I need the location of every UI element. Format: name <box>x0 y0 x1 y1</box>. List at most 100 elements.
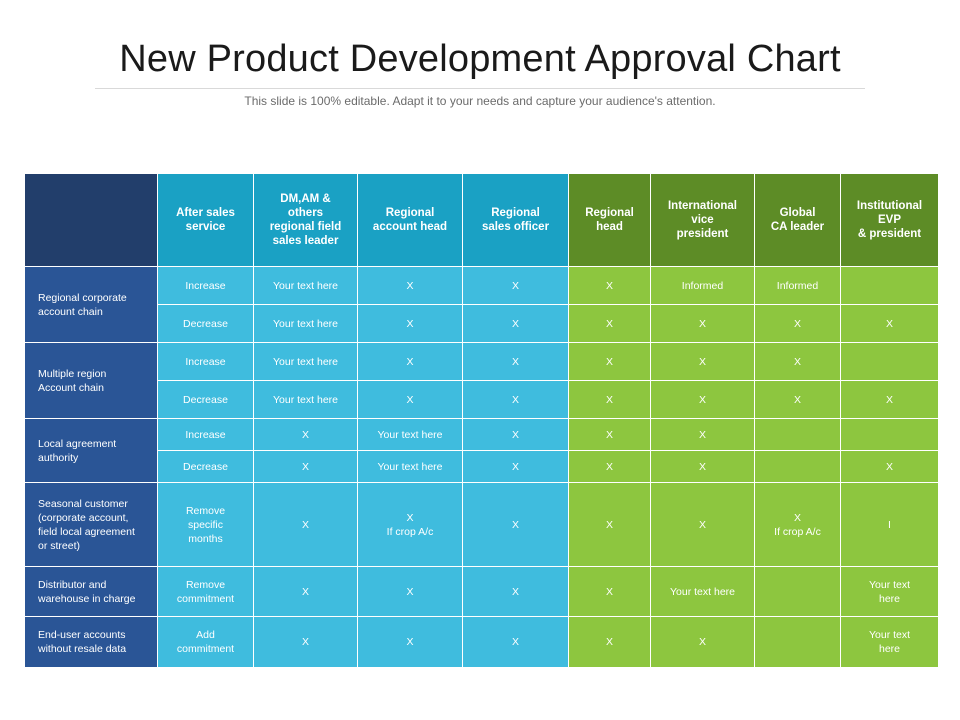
table-cell: Your text here <box>840 616 939 668</box>
header-row: After sales service DM,AM & others regional… <box>24 173 939 267</box>
table-cell: X <box>650 380 755 419</box>
table-cell: X <box>357 266 463 305</box>
table-cell: X <box>650 482 755 567</box>
table-row: Multiple region Account chain Increase Yo… <box>24 342 939 419</box>
header-cell: DM,AM & others regional field sales leader <box>253 173 358 267</box>
table-cell: Your text here <box>357 450 463 483</box>
table-cell: X <box>357 566 463 617</box>
table-cell: Increase <box>157 342 254 381</box>
table-cell: X <box>650 418 755 451</box>
table-cell: X <box>754 342 841 381</box>
table-row: Distributor and warehouse in charge Remov… <box>24 566 939 617</box>
row-group-label: Local agreement authority <box>24 418 158 483</box>
table-cell: Your text here <box>253 380 358 419</box>
table-cell: Your text here <box>253 342 358 381</box>
table-cell: X <box>253 482 358 567</box>
approval-table: After sales service DM,AM & others regional… <box>24 173 939 668</box>
table-cell: X <box>840 380 939 419</box>
table-cell: Decrease <box>157 380 254 419</box>
table-cell: X <box>568 342 651 381</box>
table-cell: X <box>840 450 939 483</box>
header-cell: After sales service <box>157 173 254 267</box>
table-cell: X <box>462 418 569 451</box>
table-cell: X <box>568 450 651 483</box>
table-cell: Your text here <box>253 266 358 305</box>
table-cell: Informed <box>650 266 755 305</box>
table-cell: X <box>650 342 755 381</box>
table-cell: X <box>462 266 569 305</box>
table-cell <box>754 616 841 668</box>
table-cell: X <box>462 450 569 483</box>
title-divider <box>95 88 865 89</box>
header-corner <box>24 173 158 267</box>
row-group-label: Multiple region Account chain <box>24 342 158 419</box>
table-cell: Your text here <box>357 418 463 451</box>
table-cell: X <box>568 616 651 668</box>
table-row: Decrease Your text here X X X X X X <box>25 380 939 419</box>
table-cell: X <box>357 380 463 419</box>
row-group-label: Distributor and warehouse in charge <box>24 566 158 617</box>
table-cell: X If crop A/c <box>357 482 463 567</box>
table-cell: X <box>253 616 358 668</box>
header-cell: International vice president <box>650 173 755 267</box>
table-cell: Increase <box>157 266 254 305</box>
table-cell: X <box>253 418 358 451</box>
table-cell: X <box>253 566 358 617</box>
table-cell: X <box>462 304 569 343</box>
page-title: New Product Development Approval Chart <box>119 38 841 80</box>
table-cell: Informed <box>754 266 841 305</box>
table-cell <box>840 342 939 381</box>
table-cell: X <box>568 266 651 305</box>
table-cell: Remove specific months <box>157 482 254 567</box>
table-row: Regional corporate account chain Increase… <box>24 266 939 343</box>
table-cell: X <box>462 342 569 381</box>
table-cell: X <box>754 304 841 343</box>
table-cell: Increase <box>157 418 254 451</box>
table-cell <box>840 266 939 305</box>
table-cell: X <box>462 380 569 419</box>
header-cell: Regional sales officer <box>462 173 569 267</box>
header-cell: Global CA leader <box>754 173 841 267</box>
table-cell: X <box>568 380 651 419</box>
table-cell: X <box>357 304 463 343</box>
table-cell: X <box>568 418 651 451</box>
table-cell: X <box>568 482 651 567</box>
table-cell: X <box>357 616 463 668</box>
table-cell: X <box>754 380 841 419</box>
table-cell: X <box>357 342 463 381</box>
table-cell: X <box>650 450 755 483</box>
header-cell: Regional head <box>568 173 651 267</box>
table-cell: Decrease <box>157 450 254 483</box>
row-group-label: Regional corporate account chain <box>24 266 158 343</box>
table-cell: Your text here <box>650 566 755 617</box>
table-row: End-user accounts without resale data Add… <box>24 616 939 668</box>
table-cell: X If crop A/c <box>754 482 841 567</box>
table-cell: Add commitment <box>157 616 254 668</box>
table-row: Local agreement authority Increase X Your… <box>24 418 939 483</box>
table-cell <box>754 566 841 617</box>
table-row: Decrease Your text here X X X X X X <box>25 304 939 343</box>
table-cell: X <box>650 616 755 668</box>
table-cell: I <box>840 482 939 567</box>
table-cell: X <box>462 566 569 617</box>
table-cell: X <box>568 304 651 343</box>
table-row: Seasonal customer (corporate account, fiel… <box>24 482 939 567</box>
table-cell <box>840 418 939 451</box>
table-cell: X <box>840 304 939 343</box>
table-cell: Your text here <box>253 304 358 343</box>
table-cell <box>754 418 841 451</box>
row-group-label: End-user accounts without resale data <box>24 616 158 668</box>
table-cell <box>754 450 841 483</box>
table-cell: X <box>650 304 755 343</box>
table-cell: X <box>462 616 569 668</box>
table-cell: Decrease <box>157 304 254 343</box>
table-cell: Remove commitment <box>157 566 254 617</box>
header-cell: Institutional EVP & president <box>840 173 939 267</box>
table-cell: X <box>568 566 651 617</box>
table-cell: Your text here <box>840 566 939 617</box>
table-row: Decrease X Your text here X X X X <box>25 450 939 483</box>
header-cell: Regional account head <box>357 173 463 267</box>
row-group-label: Seasonal customer (corporate account, fiel… <box>24 482 158 567</box>
table-cell: X <box>253 450 358 483</box>
table-cell: X <box>462 482 569 567</box>
